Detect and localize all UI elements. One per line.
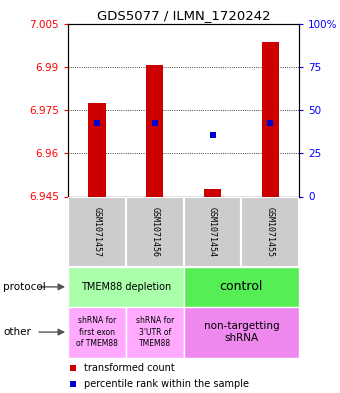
- Title: GDS5077 / ILMN_1720242: GDS5077 / ILMN_1720242: [97, 9, 270, 22]
- Text: GSM1071455: GSM1071455: [266, 207, 275, 257]
- Text: control: control: [220, 280, 263, 294]
- Text: shRNA for
3'UTR of
TMEM88: shRNA for 3'UTR of TMEM88: [136, 316, 174, 348]
- Bar: [184, 196, 241, 267]
- Bar: [184, 307, 299, 358]
- Text: TMEM88 depletion: TMEM88 depletion: [81, 282, 171, 292]
- Bar: [126, 196, 184, 267]
- Bar: [184, 267, 299, 307]
- Bar: [146, 65, 163, 196]
- Text: GSM1071454: GSM1071454: [208, 207, 217, 257]
- Text: GSM1071457: GSM1071457: [92, 207, 101, 257]
- Bar: [241, 196, 299, 267]
- Bar: [68, 267, 184, 307]
- Text: transformed count: transformed count: [84, 362, 175, 373]
- Bar: [68, 196, 126, 267]
- Text: protocol: protocol: [3, 282, 46, 292]
- Text: shRNA for
first exon
of TMEM88: shRNA for first exon of TMEM88: [76, 316, 118, 348]
- Text: percentile rank within the sample: percentile rank within the sample: [84, 379, 249, 389]
- Bar: [262, 42, 279, 196]
- Text: other: other: [3, 327, 31, 337]
- Bar: [126, 307, 184, 358]
- Bar: [68, 307, 126, 358]
- Bar: [88, 103, 105, 196]
- Text: GSM1071456: GSM1071456: [150, 207, 159, 257]
- Text: non-targetting
shRNA: non-targetting shRNA: [204, 321, 279, 343]
- Bar: [204, 189, 221, 196]
